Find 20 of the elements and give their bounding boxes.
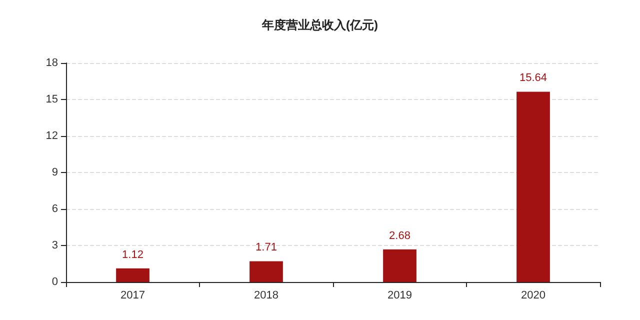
x-tick-label: 2019	[388, 290, 412, 302]
bar	[250, 261, 283, 282]
x-tick-label: 2017	[120, 290, 145, 302]
chart-title: 年度营业总收入(亿元)	[261, 18, 378, 32]
bar	[116, 268, 150, 282]
y-tick-label: 0	[52, 276, 58, 288]
y-tick-label: 6	[52, 203, 58, 215]
data-label: 15.64	[519, 72, 548, 84]
y-tick-label: 9	[52, 166, 58, 178]
data-label: 1.71	[256, 242, 277, 254]
y-tick-label: 12	[46, 130, 58, 142]
y-tick-label: 15	[46, 94, 58, 106]
data-label: 1.12	[122, 248, 144, 261]
bar	[516, 92, 550, 282]
x-tick-label: 2018	[254, 290, 278, 302]
data-label: 2.68	[389, 230, 410, 242]
y-tick-label: 3	[52, 240, 58, 252]
bar	[383, 249, 416, 282]
y-tick-label: 18	[46, 57, 58, 69]
x-tick-label: 2020	[521, 290, 546, 302]
